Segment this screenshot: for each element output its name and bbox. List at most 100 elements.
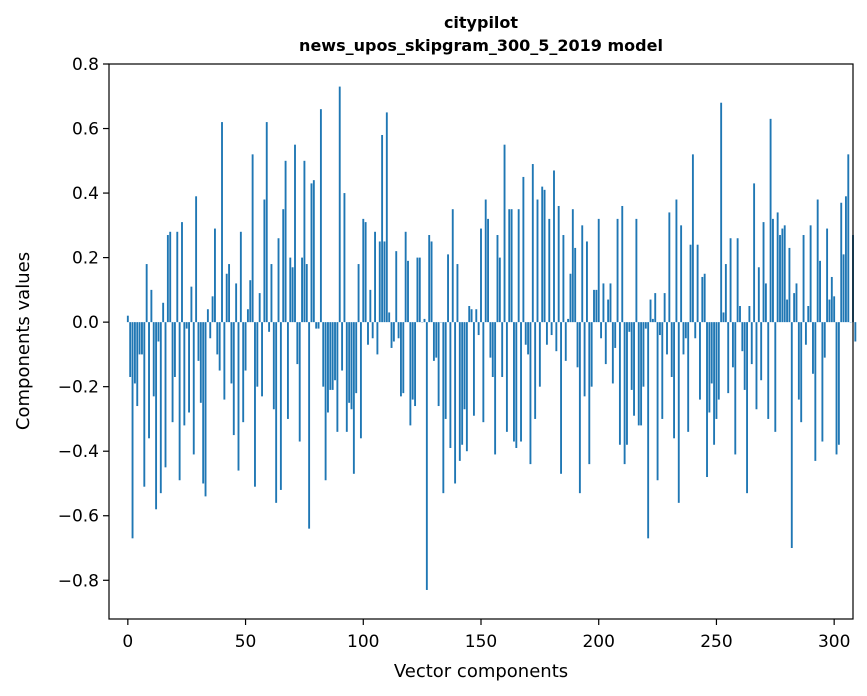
bar-180	[550, 322, 553, 336]
bar-261	[741, 322, 744, 352]
bar-288	[804, 322, 807, 345]
bar-236	[682, 322, 685, 355]
bar-148	[475, 309, 478, 323]
bars-group	[126, 86, 857, 590]
bar-60	[268, 322, 271, 332]
bar-268	[757, 267, 760, 323]
bar-123	[416, 257, 419, 323]
bar-269	[760, 322, 763, 381]
bar-218	[640, 322, 643, 426]
bar-184	[560, 322, 562, 474]
bar-181	[553, 170, 555, 323]
bar-145	[468, 306, 471, 323]
bar-245	[703, 273, 706, 323]
bar-1	[129, 322, 132, 377]
bar-118	[404, 231, 407, 323]
bar-128	[428, 235, 431, 323]
bar-182	[555, 322, 558, 352]
plot-frame	[108, 63, 854, 620]
bar-178	[545, 322, 548, 345]
bar-207	[614, 322, 617, 348]
x-tick-label: 100	[347, 632, 379, 652]
bar-280	[786, 299, 789, 323]
bar-11	[152, 322, 155, 397]
bar-153	[487, 218, 489, 323]
bar-274	[772, 218, 774, 323]
bar-203	[604, 322, 607, 365]
bar-298	[828, 299, 831, 323]
bar-132	[437, 322, 440, 407]
bar-192	[578, 322, 581, 494]
bar-12	[155, 322, 158, 510]
bar-271	[764, 283, 767, 323]
bar-75	[303, 160, 306, 323]
bar-27	[190, 286, 193, 323]
bar-0	[126, 315, 129, 323]
bar-193	[581, 225, 584, 323]
bar-301	[835, 322, 838, 455]
bar-82	[319, 109, 322, 323]
bar-64	[277, 238, 280, 323]
bar-213	[628, 322, 631, 332]
bar-202	[602, 283, 605, 323]
bar-198	[593, 289, 595, 323]
y-tick-label: −0.4	[58, 442, 99, 462]
bar-122	[414, 322, 417, 407]
bar-303	[840, 202, 843, 323]
bar-39	[218, 322, 221, 371]
bar-251	[717, 322, 720, 400]
bar-89	[336, 322, 339, 432]
bar-232	[673, 322, 675, 439]
bar-45	[232, 322, 235, 436]
bar-234	[677, 322, 680, 503]
y-tick-label: −0.2	[58, 378, 99, 398]
bar-9	[148, 322, 150, 439]
bar-34	[206, 309, 209, 323]
bar-175	[538, 322, 541, 387]
bar-224	[654, 293, 657, 323]
bar-67	[284, 160, 287, 323]
bar-253	[722, 312, 725, 323]
bar-297	[826, 228, 829, 323]
bar-24	[183, 322, 186, 426]
bar-126	[423, 318, 426, 323]
bar-38	[216, 322, 219, 355]
bar-136	[447, 254, 449, 323]
bar-6	[141, 322, 143, 355]
bar-2	[131, 322, 134, 539]
bar-94	[348, 322, 351, 403]
bar-37	[214, 228, 216, 323]
bar-77	[308, 322, 311, 529]
bar-99	[359, 322, 362, 439]
bar-210	[621, 205, 624, 323]
bar-86	[329, 322, 332, 390]
bar-119	[407, 260, 409, 323]
bar-20	[173, 322, 176, 377]
bar-209	[618, 322, 621, 445]
bar-179	[548, 218, 551, 323]
bar-105	[374, 231, 376, 323]
bar-166	[517, 209, 520, 323]
y-tick-label: 0.2	[72, 249, 99, 269]
x-axis-ticks: 0 50 100 150 200 250 300	[122, 619, 850, 652]
bar-109	[383, 241, 386, 323]
bar-54	[254, 322, 256, 487]
bar-216	[635, 218, 638, 323]
bar-73	[298, 322, 301, 442]
bar-50	[244, 322, 247, 371]
bar-191	[576, 322, 579, 368]
x-tick-label: 0	[122, 632, 133, 652]
bar-304	[842, 254, 845, 323]
bar-53	[251, 154, 254, 323]
bar-17	[166, 235, 169, 323]
bar-200	[597, 218, 600, 323]
bar-76	[305, 264, 308, 323]
bar-18	[169, 231, 172, 323]
bar-134	[442, 322, 445, 494]
bar-130	[432, 322, 435, 361]
bar-285	[797, 322, 800, 400]
bar-107	[378, 241, 381, 323]
y-tick-label: 0.8	[72, 55, 99, 75]
bar-290	[809, 225, 812, 323]
